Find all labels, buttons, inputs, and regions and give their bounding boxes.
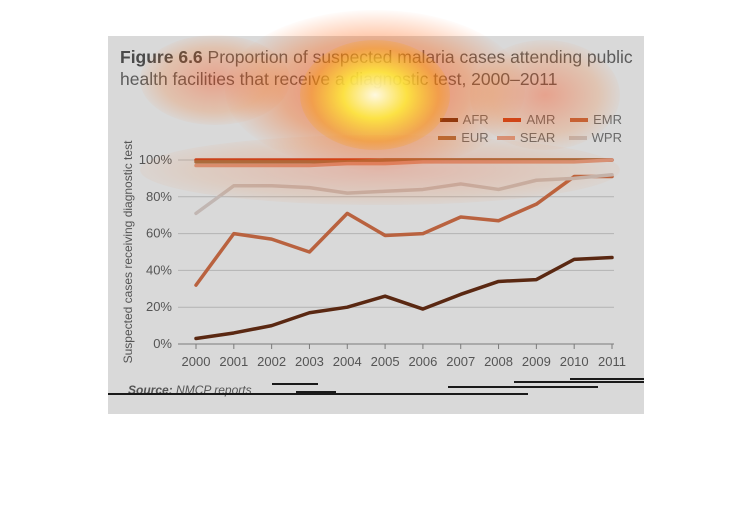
legend-swatch — [568, 135, 587, 140]
y-tick-label: 0% — [153, 336, 172, 351]
scan-line — [296, 391, 336, 393]
scan-line — [272, 383, 318, 385]
x-tick-label: 2001 — [219, 354, 248, 369]
x-tick-label: 2011 — [598, 354, 626, 369]
x-tick-label: 2008 — [484, 354, 513, 369]
x-tick-label: 2004 — [333, 354, 362, 369]
series-line-emr — [194, 174, 614, 287]
x-tick-label: 2007 — [446, 354, 475, 369]
legend-item-wpr: WPR — [555, 130, 622, 145]
chart: 0% 20% 40% 60% 80% 100% 2000 2001 2002 2003 2004 20… — [121, 140, 626, 369]
scan-line — [570, 378, 644, 380]
series-line-wpr — [194, 172, 614, 216]
series-line-afr — [194, 255, 614, 341]
scan-line — [108, 393, 528, 395]
y-tick-label: 20% — [146, 299, 172, 314]
x-tick-label: 2003 — [295, 354, 324, 369]
legend-label: EMR — [593, 112, 622, 127]
scan-line — [448, 386, 598, 388]
x-tick-label: 2010 — [560, 354, 589, 369]
y-tick-label: 60% — [146, 226, 172, 241]
y-tick-label: 80% — [146, 189, 172, 204]
legend-label: SEAR — [519, 130, 556, 145]
y-tick-label: 100% — [139, 152, 173, 167]
legend-swatch — [570, 117, 589, 122]
legend-label: AMR — [526, 112, 556, 127]
figure-title-lead: Figure 6.6 — [120, 47, 203, 67]
x-tick-label: 2002 — [257, 354, 286, 369]
scan-line — [514, 381, 644, 383]
x-tick-label: 2000 — [182, 354, 211, 369]
x-tick-label: 2005 — [371, 354, 400, 369]
legend-label: WPR — [591, 130, 622, 145]
y-axis-title: Suspected cases receiving diagnostic tes… — [121, 140, 135, 363]
y-tick-label: 40% — [146, 262, 172, 277]
legend-item-emr: EMR — [555, 112, 622, 127]
x-tick-label: 2009 — [522, 354, 551, 369]
x-tick-label: 2006 — [408, 354, 437, 369]
figure-panel: Figure 6.6 Proportion of suspected malar… — [108, 36, 644, 414]
